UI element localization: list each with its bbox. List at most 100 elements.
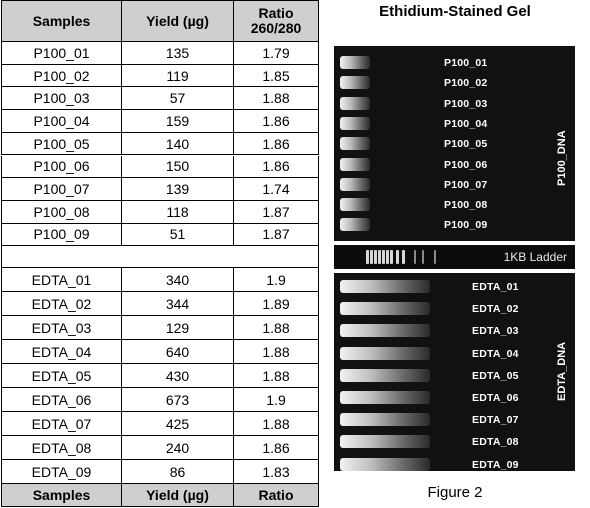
ratio-cell: 1.88 xyxy=(234,364,319,388)
ratio-cell: 1.88 xyxy=(234,316,319,340)
lane-label: EDTA_04 xyxy=(472,347,519,360)
table-row: EDTA_06 673 1.9 xyxy=(1,388,319,412)
sample-cell: P100_07 xyxy=(1,178,122,201)
yield-cell: 140 xyxy=(122,132,234,156)
header-ratio: Ratio 260/280 xyxy=(234,0,319,42)
gel-band xyxy=(340,435,430,449)
ladder-label: 1KB Ladder xyxy=(503,250,567,264)
table-row: P100_09 51 1.87 xyxy=(1,223,319,247)
gel-band xyxy=(340,346,430,360)
lane-label: EDTA_01 xyxy=(472,281,519,293)
lane-label: EDTA_07 xyxy=(472,414,519,427)
ratio-cell: 1.74 xyxy=(234,178,319,201)
gel-band xyxy=(340,96,370,110)
table-row: P100_05 140 1.86 xyxy=(1,132,319,156)
sample-cell: P100_06 xyxy=(1,155,122,179)
gel-band xyxy=(340,157,370,171)
yield-cell: 344 xyxy=(122,292,234,316)
sample-cell: EDTA_08 xyxy=(1,436,122,460)
yield-cell: 159 xyxy=(122,110,234,133)
table-row: EDTA_03 129 1.88 xyxy=(1,316,319,340)
footer-samples: Samples xyxy=(1,484,122,507)
ratio-cell: 1.86 xyxy=(234,155,319,179)
table-row: EDTA_01 340 1.9 xyxy=(1,268,319,292)
ratio-cell: 1.86 xyxy=(234,110,319,133)
sample-cell: P100_08 xyxy=(1,200,122,224)
gel-band xyxy=(340,280,430,293)
sample-cell: EDTA_07 xyxy=(1,412,122,436)
yield-cell: 150 xyxy=(122,155,234,179)
ladder-band xyxy=(414,250,416,264)
yield-cell: 135 xyxy=(122,42,234,65)
yield-cell: 51 xyxy=(122,223,234,247)
sample-cell: P100_03 xyxy=(1,87,122,111)
ladder-band xyxy=(378,250,381,264)
sample-cell: EDTA_01 xyxy=(1,268,122,292)
yield-cell: 118 xyxy=(122,200,234,224)
lane-label: EDTA_06 xyxy=(472,392,519,404)
gel-band xyxy=(340,218,370,232)
lane-label: EDTA_05 xyxy=(472,369,519,382)
lane-label: P100_08 xyxy=(444,199,488,212)
ratio-cell: 1.83 xyxy=(234,460,319,484)
lane-label: EDTA_03 xyxy=(472,325,519,338)
header-samples: Samples xyxy=(1,0,122,42)
ladder-band xyxy=(386,250,389,264)
lane-label: P100_09 xyxy=(444,219,488,232)
lane-label: P100_01 xyxy=(444,57,488,69)
yield-cell: 119 xyxy=(122,64,234,88)
table-row: EDTA_02 344 1.89 xyxy=(1,292,319,316)
footer-yield: Yield (µg) xyxy=(122,484,234,507)
table-row: P100_08 118 1.87 xyxy=(1,200,319,224)
gel-band xyxy=(340,391,430,404)
gel-figure: Ethidium-Stained Gel P100_DNA P100_01 P10… xyxy=(320,0,590,508)
gel-band xyxy=(340,137,370,151)
yield-cell: 86 xyxy=(122,460,234,484)
ladder-band xyxy=(382,250,385,264)
table-row: P100_04 159 1.86 xyxy=(1,110,319,133)
ladder-band xyxy=(374,250,377,264)
gel-band xyxy=(340,302,430,316)
yield-cell: 240 xyxy=(122,436,234,460)
ladder-band xyxy=(390,250,393,264)
yield-cell: 430 xyxy=(122,364,234,388)
lane-label: P100_07 xyxy=(444,178,488,191)
table-footer-row: Samples Yield (µg) Ratio xyxy=(1,484,319,507)
yield-cell: 139 xyxy=(122,178,234,201)
sample-cell: EDTA_03 xyxy=(1,316,122,340)
ratio-cell: 1.85 xyxy=(234,64,319,88)
ratio-cell: 1.88 xyxy=(234,412,319,436)
ratio-cell: 1.79 xyxy=(234,42,319,65)
edta-gel-image: EDTA_DNA EDTA_01 EDTA_02 EDTA_03 EDTA_04 EDT… xyxy=(334,273,575,471)
table-row: P100_03 57 1.88 xyxy=(1,87,319,111)
ratio-cell: 1.9 xyxy=(234,268,319,292)
lane-label: P100_02 xyxy=(444,77,488,90)
table-row: P100_01 135 1.79 xyxy=(1,42,319,65)
ladder-band xyxy=(366,250,369,264)
ratio-cell: 1.89 xyxy=(234,292,319,316)
sample-cell: P100_02 xyxy=(1,64,122,88)
ratio-cell: 1.86 xyxy=(234,132,319,156)
yield-cell: 640 xyxy=(122,340,234,364)
sample-cell: EDTA_04 xyxy=(1,340,122,364)
gel-band xyxy=(340,413,430,427)
ratio-cell: 1.87 xyxy=(234,200,319,224)
table-row: EDTA_07 425 1.88 xyxy=(1,412,319,436)
ladder-band xyxy=(402,250,405,264)
lane-label: EDTA_08 xyxy=(472,436,519,449)
sample-cell: EDTA_09 xyxy=(1,460,122,484)
lane-label: P100_06 xyxy=(444,158,488,171)
sample-cell: P100_09 xyxy=(1,223,122,247)
sample-cell: P100_05 xyxy=(1,132,122,156)
edta-group-label: EDTA_DNA xyxy=(556,341,568,401)
lane-label: P100_05 xyxy=(444,138,488,151)
yield-cell: 57 xyxy=(122,87,234,111)
header-ratio-line1: Ratio xyxy=(258,5,294,21)
gel-band xyxy=(340,56,370,69)
lane-label: EDTA_02 xyxy=(472,303,519,316)
header-ratio-line2: 260/280 xyxy=(250,20,302,36)
table-row: P100_07 139 1.74 xyxy=(1,178,319,201)
gel-band xyxy=(340,324,430,338)
ladder-band xyxy=(396,250,399,264)
p100-gel-image: P100_DNA P100_01 P100_02 P100_03 P100_04 P10… xyxy=(334,46,575,241)
